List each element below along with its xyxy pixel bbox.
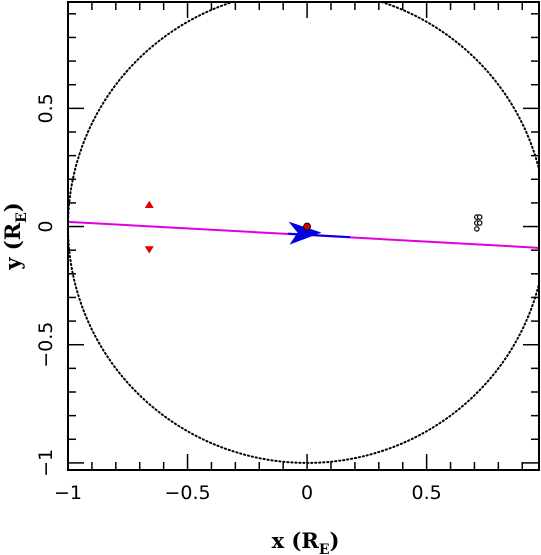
caustic-point	[476, 214, 483, 220]
plot-frame	[67, 1, 540, 471]
x-tick-label: −1	[54, 482, 82, 504]
x-tick-label: 0.5	[412, 482, 442, 504]
y-tick-labels: −1 −0.5 0 0.5	[35, 93, 57, 477]
trajectory-layer	[68, 220, 539, 249]
direction-arrow	[288, 221, 322, 245]
image-marker	[144, 246, 154, 254]
caustic-point	[476, 220, 483, 226]
x-tick-label: −0.5	[164, 482, 210, 504]
y-tick-label: 0.5	[35, 93, 57, 123]
y-axis-title: y (RE)	[0, 202, 30, 271]
image-marker	[144, 200, 154, 208]
x-tick-labels: −1 −0.5 0 0.5	[54, 482, 442, 504]
marker-layer	[144, 200, 483, 254]
y-tick-label: −0.5	[35, 322, 57, 368]
einstein-ring-layer	[68, 2, 539, 464]
y-tick-label: 0	[35, 220, 57, 232]
einstein-ring	[68, 2, 539, 464]
x-tick-label: 0	[301, 482, 313, 504]
lens-point	[303, 222, 311, 231]
axis-ticks	[67, 2, 539, 470]
x-axis-title: x (RE)	[272, 528, 340, 555]
y-tick-label: −1	[35, 449, 57, 477]
caustic-point	[474, 226, 480, 232]
